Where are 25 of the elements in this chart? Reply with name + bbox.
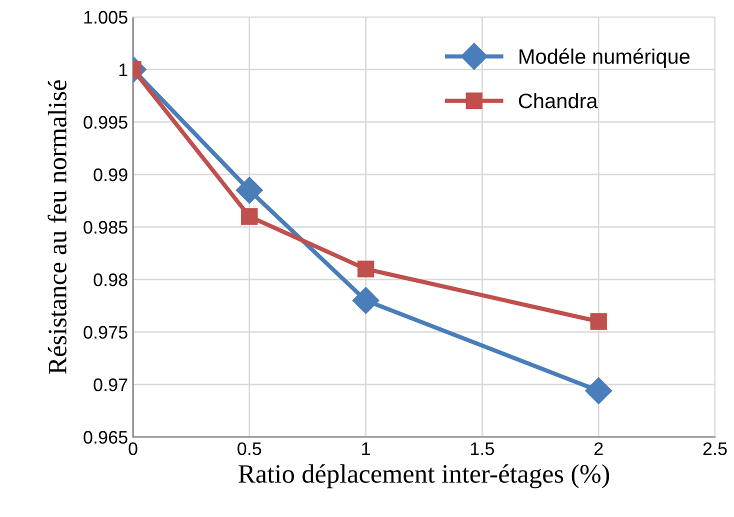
x-axis-title: Ratio déplacement inter-étages (%) [238, 464, 610, 488]
point [357, 260, 374, 278]
x-tick-label: 1.5 [471, 442, 494, 456]
x-tick-label: 0.5 [238, 442, 262, 456]
y-tick-label: 0.97 [94, 378, 128, 392]
y-tick-label: 1 [119, 64, 128, 76]
y-tick-label: 0.975 [84, 326, 128, 339]
x-tick-label: 2.5 [703, 442, 727, 456]
y-tick-label: 0.995 [84, 116, 128, 129]
x-tick-label: 1 [362, 442, 370, 455]
point [236, 176, 263, 204]
y-tick-label: 0.99 [94, 168, 128, 182]
legend-label: Modéle numérique [520, 48, 690, 68]
y-tick-label: 0.98 [94, 273, 128, 286]
y-tick-label: 0.985 [84, 220, 128, 234]
point [241, 208, 258, 225]
y-tick-label: 0.965 [84, 430, 128, 444]
legend-label: Chandra [518, 93, 598, 108]
point [590, 313, 607, 330]
x-tick-label: 0 [128, 442, 138, 456]
x-tick-label: 2 [594, 442, 603, 455]
y-axis-title: Résistance au feu normalisé [48, 80, 66, 374]
point [585, 377, 612, 404]
y-tick-label: 1.005 [84, 10, 128, 24]
point [352, 287, 380, 314]
